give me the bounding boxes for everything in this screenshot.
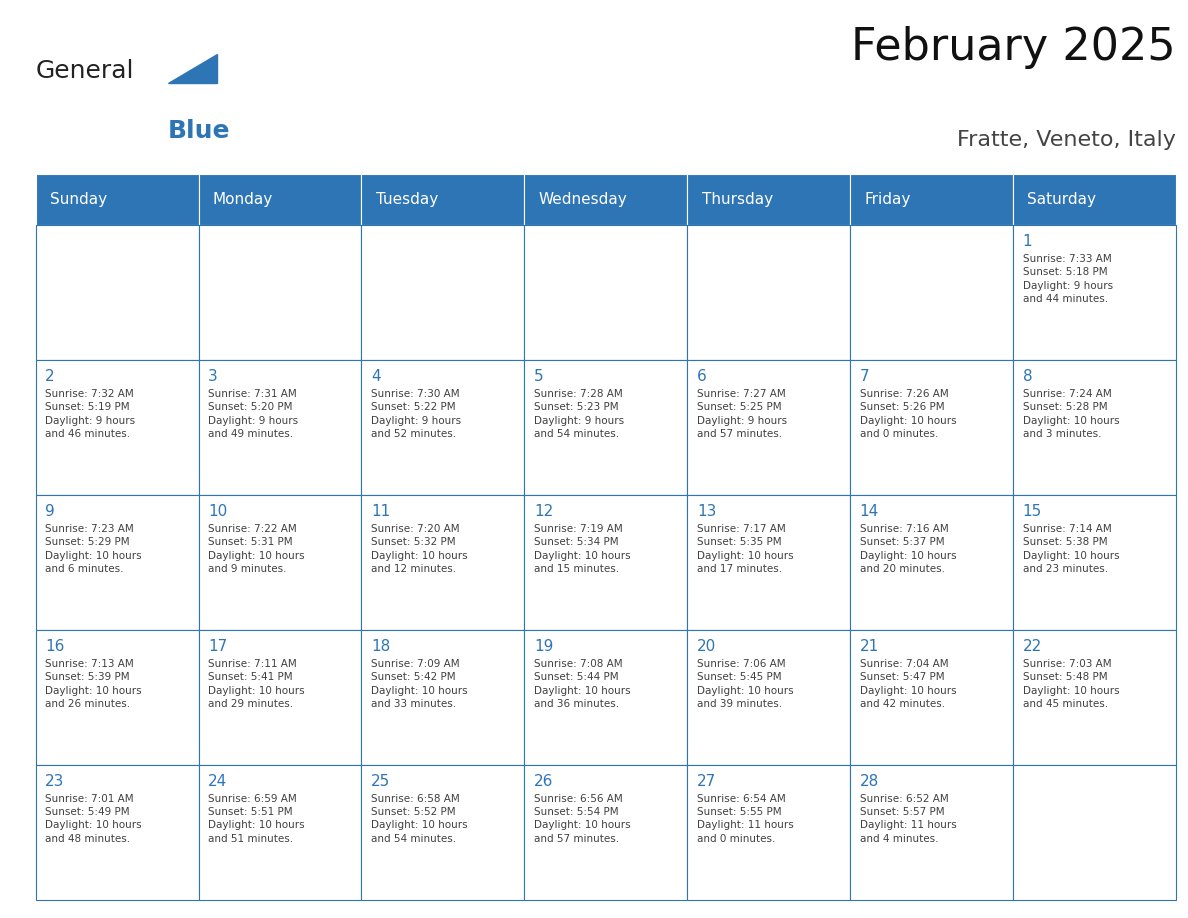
Text: Sunrise: 7:13 AM
Sunset: 5:39 PM
Daylight: 10 hours
and 26 minutes.: Sunrise: 7:13 AM Sunset: 5:39 PM Dayligh… — [45, 659, 141, 709]
Text: 14: 14 — [860, 504, 879, 519]
Text: 4: 4 — [371, 369, 380, 384]
Text: Sunday: Sunday — [50, 192, 107, 207]
Text: Sunrise: 7:19 AM
Sunset: 5:34 PM
Daylight: 10 hours
and 15 minutes.: Sunrise: 7:19 AM Sunset: 5:34 PM Dayligh… — [533, 524, 631, 574]
Text: Sunrise: 7:24 AM
Sunset: 5:28 PM
Daylight: 10 hours
and 3 minutes.: Sunrise: 7:24 AM Sunset: 5:28 PM Dayligh… — [1023, 389, 1119, 439]
Text: 9: 9 — [45, 504, 55, 519]
Text: 12: 12 — [533, 504, 554, 519]
Text: Sunrise: 7:04 AM
Sunset: 5:47 PM
Daylight: 10 hours
and 42 minutes.: Sunrise: 7:04 AM Sunset: 5:47 PM Dayligh… — [860, 659, 956, 709]
Text: Friday: Friday — [865, 192, 911, 207]
Text: 16: 16 — [45, 639, 64, 654]
Text: Sunrise: 7:11 AM
Sunset: 5:41 PM
Daylight: 10 hours
and 29 minutes.: Sunrise: 7:11 AM Sunset: 5:41 PM Dayligh… — [208, 659, 304, 709]
Text: 18: 18 — [371, 639, 390, 654]
Text: 8: 8 — [1023, 369, 1032, 384]
Text: 1: 1 — [1023, 234, 1032, 249]
Text: Sunrise: 7:28 AM
Sunset: 5:23 PM
Daylight: 9 hours
and 54 minutes.: Sunrise: 7:28 AM Sunset: 5:23 PM Dayligh… — [533, 389, 624, 439]
Text: Thursday: Thursday — [702, 192, 772, 207]
Text: Sunrise: 7:22 AM
Sunset: 5:31 PM
Daylight: 10 hours
and 9 minutes.: Sunrise: 7:22 AM Sunset: 5:31 PM Dayligh… — [208, 524, 304, 574]
Text: 23: 23 — [45, 774, 64, 789]
Text: 15: 15 — [1023, 504, 1042, 519]
Text: Sunrise: 6:58 AM
Sunset: 5:52 PM
Daylight: 10 hours
and 54 minutes.: Sunrise: 6:58 AM Sunset: 5:52 PM Dayligh… — [371, 794, 468, 844]
Text: Sunrise: 6:56 AM
Sunset: 5:54 PM
Daylight: 10 hours
and 57 minutes.: Sunrise: 6:56 AM Sunset: 5:54 PM Dayligh… — [533, 794, 631, 844]
Text: Sunrise: 7:20 AM
Sunset: 5:32 PM
Daylight: 10 hours
and 12 minutes.: Sunrise: 7:20 AM Sunset: 5:32 PM Dayligh… — [371, 524, 468, 574]
Text: Sunrise: 6:59 AM
Sunset: 5:51 PM
Daylight: 10 hours
and 51 minutes.: Sunrise: 6:59 AM Sunset: 5:51 PM Dayligh… — [208, 794, 304, 844]
Text: Saturday: Saturday — [1028, 192, 1097, 207]
Text: Sunrise: 7:09 AM
Sunset: 5:42 PM
Daylight: 10 hours
and 33 minutes.: Sunrise: 7:09 AM Sunset: 5:42 PM Dayligh… — [371, 659, 468, 709]
Text: 17: 17 — [208, 639, 227, 654]
Text: Sunrise: 7:08 AM
Sunset: 5:44 PM
Daylight: 10 hours
and 36 minutes.: Sunrise: 7:08 AM Sunset: 5:44 PM Dayligh… — [533, 659, 631, 709]
Text: 2: 2 — [45, 369, 55, 384]
Text: 21: 21 — [860, 639, 879, 654]
Text: 28: 28 — [860, 774, 879, 789]
Text: Sunrise: 7:26 AM
Sunset: 5:26 PM
Daylight: 10 hours
and 0 minutes.: Sunrise: 7:26 AM Sunset: 5:26 PM Dayligh… — [860, 389, 956, 439]
Text: 7: 7 — [860, 369, 870, 384]
Text: Sunrise: 6:52 AM
Sunset: 5:57 PM
Daylight: 11 hours
and 4 minutes.: Sunrise: 6:52 AM Sunset: 5:57 PM Dayligh… — [860, 794, 956, 844]
Text: Sunrise: 7:33 AM
Sunset: 5:18 PM
Daylight: 9 hours
and 44 minutes.: Sunrise: 7:33 AM Sunset: 5:18 PM Dayligh… — [1023, 254, 1113, 304]
Text: 24: 24 — [208, 774, 227, 789]
Text: Sunrise: 7:23 AM
Sunset: 5:29 PM
Daylight: 10 hours
and 6 minutes.: Sunrise: 7:23 AM Sunset: 5:29 PM Dayligh… — [45, 524, 141, 574]
Text: Monday: Monday — [213, 192, 273, 207]
Text: 27: 27 — [697, 774, 716, 789]
Text: Sunrise: 6:54 AM
Sunset: 5:55 PM
Daylight: 11 hours
and 0 minutes.: Sunrise: 6:54 AM Sunset: 5:55 PM Dayligh… — [697, 794, 794, 844]
Text: 6: 6 — [697, 369, 707, 384]
Text: 26: 26 — [533, 774, 554, 789]
Text: 11: 11 — [371, 504, 390, 519]
Text: 20: 20 — [697, 639, 716, 654]
Text: Blue: Blue — [169, 118, 230, 142]
Text: Tuesday: Tuesday — [375, 192, 438, 207]
Text: Sunrise: 7:30 AM
Sunset: 5:22 PM
Daylight: 9 hours
and 52 minutes.: Sunrise: 7:30 AM Sunset: 5:22 PM Dayligh… — [371, 389, 461, 439]
Text: Sunrise: 7:32 AM
Sunset: 5:19 PM
Daylight: 9 hours
and 46 minutes.: Sunrise: 7:32 AM Sunset: 5:19 PM Dayligh… — [45, 389, 135, 439]
Text: Sunrise: 7:27 AM
Sunset: 5:25 PM
Daylight: 9 hours
and 57 minutes.: Sunrise: 7:27 AM Sunset: 5:25 PM Dayligh… — [697, 389, 786, 439]
Text: Sunrise: 7:31 AM
Sunset: 5:20 PM
Daylight: 9 hours
and 49 minutes.: Sunrise: 7:31 AM Sunset: 5:20 PM Dayligh… — [208, 389, 298, 439]
Text: 10: 10 — [208, 504, 227, 519]
Text: Sunrise: 7:16 AM
Sunset: 5:37 PM
Daylight: 10 hours
and 20 minutes.: Sunrise: 7:16 AM Sunset: 5:37 PM Dayligh… — [860, 524, 956, 574]
Text: 22: 22 — [1023, 639, 1042, 654]
Text: 13: 13 — [697, 504, 716, 519]
Text: February 2025: February 2025 — [852, 26, 1176, 69]
Text: Sunrise: 7:01 AM
Sunset: 5:49 PM
Daylight: 10 hours
and 48 minutes.: Sunrise: 7:01 AM Sunset: 5:49 PM Dayligh… — [45, 794, 141, 844]
Text: 19: 19 — [533, 639, 554, 654]
Text: Wednesday: Wednesday — [538, 192, 627, 207]
Text: General: General — [36, 60, 134, 84]
Text: Sunrise: 7:14 AM
Sunset: 5:38 PM
Daylight: 10 hours
and 23 minutes.: Sunrise: 7:14 AM Sunset: 5:38 PM Dayligh… — [1023, 524, 1119, 574]
Text: Fratte, Veneto, Italy: Fratte, Veneto, Italy — [958, 130, 1176, 151]
Text: 3: 3 — [208, 369, 217, 384]
Polygon shape — [169, 54, 217, 84]
Text: Sunrise: 7:03 AM
Sunset: 5:48 PM
Daylight: 10 hours
and 45 minutes.: Sunrise: 7:03 AM Sunset: 5:48 PM Dayligh… — [1023, 659, 1119, 709]
Text: Sunrise: 7:06 AM
Sunset: 5:45 PM
Daylight: 10 hours
and 39 minutes.: Sunrise: 7:06 AM Sunset: 5:45 PM Dayligh… — [697, 659, 794, 709]
Text: 25: 25 — [371, 774, 390, 789]
Text: Sunrise: 7:17 AM
Sunset: 5:35 PM
Daylight: 10 hours
and 17 minutes.: Sunrise: 7:17 AM Sunset: 5:35 PM Dayligh… — [697, 524, 794, 574]
Text: 5: 5 — [533, 369, 544, 384]
